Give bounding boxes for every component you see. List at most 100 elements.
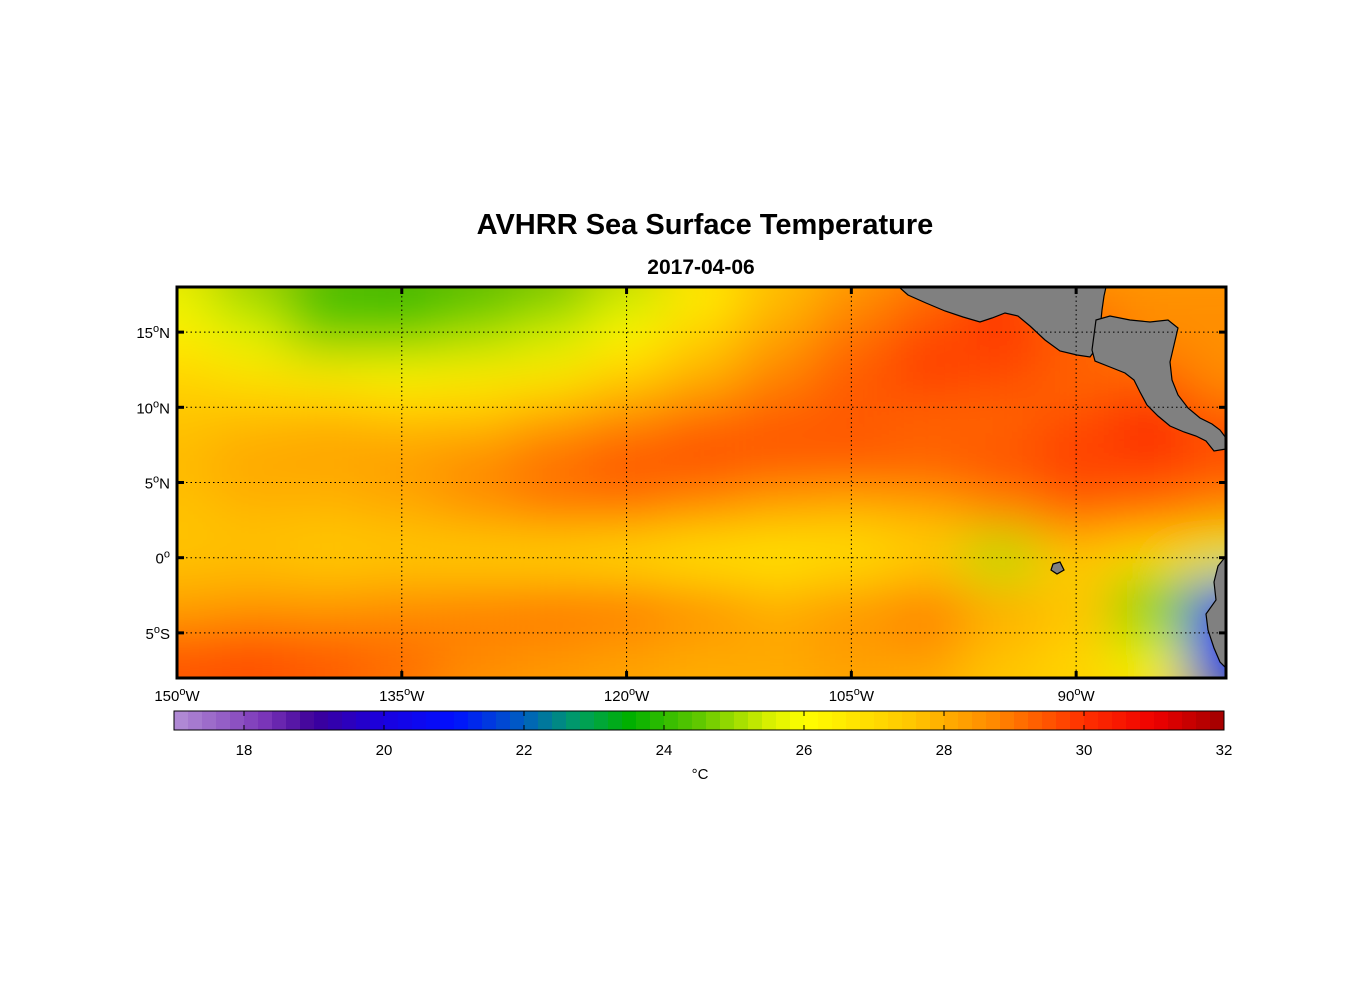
colorbar-swatch	[636, 711, 651, 730]
sst-cell	[177, 287, 215, 311]
colorbar-swatch	[888, 711, 903, 730]
colorbar-swatch	[692, 711, 707, 730]
colorbar-swatch	[1028, 711, 1043, 730]
sst-cell	[214, 309, 290, 356]
colorbar-swatch	[860, 711, 875, 730]
map-title: AVHRR Sea Surface Temperature	[477, 209, 934, 241]
colorbar-ticks: 18 20 22 24 26 28 30 32	[236, 711, 1232, 759]
sst-cell	[664, 625, 740, 664]
sst-cell	[1113, 662, 1190, 678]
sst-cell	[888, 490, 965, 536]
colorbar-swatch	[174, 711, 189, 730]
sst-cell	[439, 580, 515, 626]
lon-label: 120oW	[604, 686, 650, 705]
sst-cell	[514, 580, 590, 626]
sst-cell	[439, 399, 515, 446]
lat-label: 0o	[156, 549, 170, 568]
sst-cell	[214, 490, 290, 536]
sst-cell	[888, 580, 965, 626]
colorbar-swatch	[622, 711, 637, 730]
sst-cell	[664, 662, 740, 678]
colorbar-unit-label: °C	[692, 766, 709, 783]
sst-cell	[1113, 625, 1190, 664]
colorbar-swatch	[650, 711, 665, 730]
colorbar-swatch	[496, 711, 511, 730]
sst-cell	[214, 287, 290, 311]
sst-cell	[738, 444, 815, 491]
sst-cell	[289, 625, 365, 664]
colorbar-swatch	[440, 711, 455, 730]
sst-cell	[289, 580, 365, 626]
colorbar-swatch	[1126, 711, 1141, 730]
sst-cell	[514, 399, 590, 446]
sst-cell	[177, 580, 215, 626]
colorbar-swatch	[958, 711, 973, 730]
sst-cell	[289, 287, 365, 311]
sst-map: 15oN 10oN 5oN 0o 5oS 150oW 135oW 120oW 105oW 90o…	[136, 285, 1228, 705]
colorbar: 18 20 22 24 26 28 30 32 °C	[173, 710, 1232, 783]
sst-cell	[963, 662, 1040, 678]
colorbar-swatch	[454, 711, 469, 730]
sst-cell	[738, 625, 815, 664]
colorbar-swatch	[314, 711, 329, 730]
sst-cell	[514, 354, 590, 401]
sst-cell	[439, 309, 515, 356]
colorbar-swatch	[580, 711, 595, 730]
sst-cell	[214, 625, 290, 664]
sst-cell	[888, 662, 965, 678]
sst-cell	[664, 287, 740, 311]
colorbar-tick-label: 26	[796, 742, 813, 759]
sst-cell	[289, 399, 365, 446]
colorbar-tick-label: 30	[1076, 742, 1093, 759]
colorbar-swatch	[1070, 711, 1085, 730]
colorbar-swatch	[706, 711, 721, 730]
sst-cell	[514, 444, 590, 491]
sst-cell	[963, 490, 1040, 536]
sst-cell	[1113, 287, 1190, 311]
map-date: 2017-04-06	[647, 256, 754, 279]
sst-cell	[177, 662, 215, 678]
sst-cell	[888, 535, 965, 581]
sst-cell	[1188, 662, 1226, 678]
sst-cell	[514, 287, 590, 311]
colorbar-swatch	[342, 711, 357, 730]
land-south-america	[1205, 555, 1226, 669]
sst-cell	[1188, 444, 1226, 491]
colorbar-swatch	[832, 711, 847, 730]
sst-cell	[1113, 490, 1190, 536]
sst-cell	[177, 490, 215, 536]
lon-label: 135oW	[379, 686, 425, 705]
sst-cell	[813, 287, 890, 311]
sst-cell	[177, 354, 215, 401]
colorbar-swatch	[1042, 711, 1057, 730]
sst-cell	[289, 354, 365, 401]
sst-cell	[738, 580, 815, 626]
sst-cell	[1113, 580, 1190, 626]
colorbar-swatch	[356, 711, 371, 730]
sst-cell	[364, 287, 440, 311]
sst-cell	[1038, 625, 1115, 664]
sst-cell	[439, 444, 515, 491]
sst-cell	[1188, 354, 1226, 401]
sst-cell	[289, 309, 365, 356]
colorbar-swatch	[482, 711, 497, 730]
lat-label: 5oN	[145, 474, 170, 493]
colorbar-tick-label: 24	[656, 742, 673, 759]
sst-cell	[664, 580, 740, 626]
colorbar-frame	[173, 710, 1225, 731]
sst-cell	[664, 399, 740, 446]
latitude-labels: 15oN 10oN 5oN 0o 5oS	[136, 323, 170, 643]
sst-cell	[214, 399, 290, 446]
colorbar-swatch	[412, 711, 427, 730]
sst-cell	[1188, 490, 1226, 536]
colorbar-swatch	[986, 711, 1001, 730]
sst-cell	[1188, 287, 1226, 311]
lat-label: 10oN	[136, 398, 170, 417]
sst-cell	[963, 580, 1040, 626]
colorbar-swatch	[1140, 711, 1155, 730]
colorbar-swatch	[202, 711, 217, 730]
colorbar-swatch	[1000, 711, 1015, 730]
sst-cell	[963, 625, 1040, 664]
longitude-labels: 150oW 135oW 120oW 105oW 90oW	[154, 686, 1095, 705]
sst-cell	[738, 662, 815, 678]
